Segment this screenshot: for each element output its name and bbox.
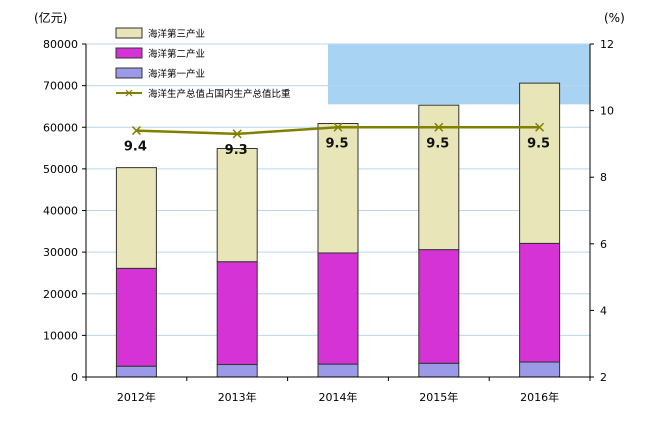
bar-segment (418, 104, 460, 251)
left-tick-label: 40000 (43, 205, 78, 218)
bar-segment (115, 365, 157, 378)
ratio-marker (333, 122, 343, 132)
x-tick-label: 2013年 (218, 390, 257, 404)
ratio-data-label: 9.5 (325, 136, 348, 151)
ratio-marker (232, 129, 242, 139)
left-tick-label: 10000 (43, 329, 78, 342)
left-tick-label: 30000 (43, 246, 78, 259)
left-tick-label: 70000 (43, 80, 78, 93)
ratio-data-label: 9.5 (527, 136, 550, 151)
right-tick-label: 4 (600, 304, 607, 317)
ratio-marker (434, 122, 444, 132)
legend-label: 海洋第一产业 (148, 68, 205, 80)
bar-segment (519, 242, 561, 363)
right-tick-label: 8 (600, 171, 607, 184)
right-tick-label: 2 (600, 371, 607, 384)
ratio-data-label: 9.5 (426, 136, 449, 151)
right-tick-label: 10 (600, 105, 614, 118)
bar-segment (216, 261, 258, 366)
bar-segment (216, 147, 258, 263)
legend-label: 海洋第三产业 (148, 28, 205, 40)
right-tick-label: 12 (600, 38, 614, 51)
legend-swatch (115, 27, 143, 39)
x-tick-label: 2012年 (117, 390, 156, 404)
bar-segment (418, 362, 460, 378)
legend-swatch (115, 47, 143, 59)
bar-segment (519, 82, 561, 244)
bar-segment (317, 123, 359, 254)
legend-label: 海洋生产总值占国内生产总值比重 (148, 88, 291, 100)
ratio-data-label: 9.3 (225, 143, 248, 158)
x-tick-label: 2015年 (419, 390, 458, 404)
ratio-marker (535, 122, 545, 132)
x-tick-label: 2014年 (319, 390, 358, 404)
bar-segment (317, 252, 359, 365)
left-tick-label: 0 (71, 371, 78, 384)
bar-segment (317, 363, 359, 378)
bar-segment (115, 167, 157, 269)
left-tick-label: 20000 (43, 288, 78, 301)
legend-label: 海洋第二产业 (148, 48, 205, 60)
left-tick-label: 60000 (43, 121, 78, 134)
legend-swatch (115, 67, 143, 79)
bar-segment (418, 249, 460, 364)
bar-segment (216, 364, 258, 378)
left-axis-unit: (亿元) (34, 10, 67, 25)
bar-segment (115, 267, 157, 367)
left-tick-label: 80000 (43, 38, 78, 51)
bar-segment (519, 361, 561, 378)
right-axis-unit: (%) (604, 11, 625, 25)
left-tick-label: 50000 (43, 163, 78, 176)
ratio-data-label: 9.4 (124, 140, 147, 155)
ratio-marker (131, 126, 141, 136)
right-tick-label: 6 (600, 238, 607, 251)
x-tick-label: 2016年 (520, 390, 559, 404)
